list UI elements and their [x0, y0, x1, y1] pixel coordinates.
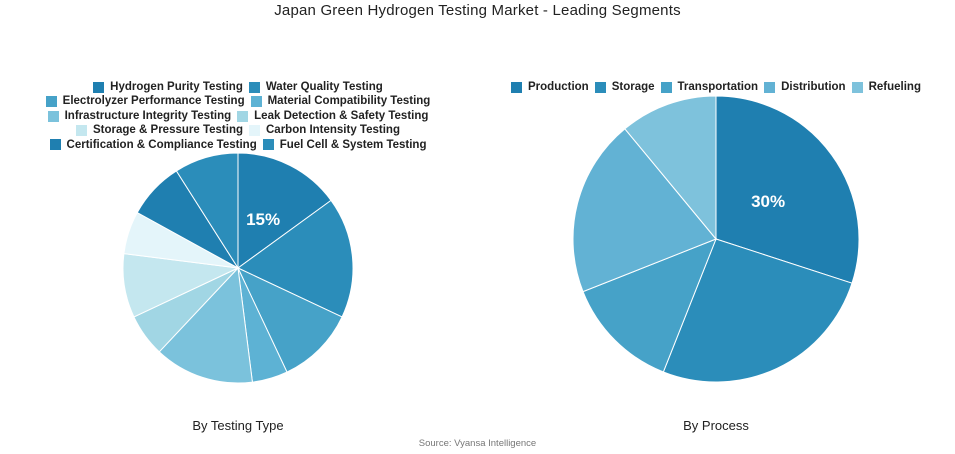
legend-swatch [237, 110, 249, 122]
legend-label: Fuel Cell & System Testing [279, 138, 427, 151]
legend-item-electrolyzer-performance-testing: Electrolyzer Performance Testing [45, 94, 245, 108]
data-label-process-production: 30% [751, 192, 785, 211]
pie-slice-process-distribution [572, 128, 717, 293]
legend-label: Material Compatibility Testing [267, 95, 431, 108]
legend-item-distribution: Distribution [764, 80, 846, 94]
legend-label: Water Quality Testing [265, 81, 383, 93]
legend-swatch [764, 81, 776, 93]
legend-item-storage-and-pressure-testing: Storage & Pressure Testing [76, 123, 243, 137]
legend-label: Leak Detection & Safety Testing [254, 109, 429, 122]
legend-swatch [851, 81, 863, 93]
legend-item-hydrogen-purity-testing: Hydrogen Purity Testing [93, 80, 243, 94]
legend-process: Production Storage Transportation Distribut… [505, 80, 927, 94]
caption-process: By Process [683, 418, 749, 433]
pie-slice-testing-type-electrolyzer-performance-testing [236, 266, 343, 373]
legend-item-carbon-intensity-testing: Carbon Intensity Testing [249, 123, 400, 137]
pie-slice-process-transportation [582, 238, 717, 373]
legend-swatch [76, 124, 88, 136]
legend-swatch [45, 96, 57, 108]
pie-slice-testing-type-water-quality-testing [237, 199, 354, 318]
legend-swatch [93, 81, 105, 93]
chart-title: Japan Green Hydrogen Testing Market - Le… [274, 2, 681, 19]
legend-label: Storage & Pressure Testing [93, 124, 243, 137]
pie-slice-testing-type-hydrogen-purity-testing [237, 152, 332, 269]
legend-item-fuel-cell-and-system-testing: Fuel Cell & System Testing [262, 138, 427, 152]
legend-swatch [511, 81, 523, 93]
legend-item-water-quality-testing: Water Quality Testing [248, 80, 383, 94]
pie-slice-process-storage [662, 238, 853, 383]
legend-swatch [47, 110, 59, 122]
legend-label: Storage [611, 81, 655, 93]
caption-testing-type: By Testing Type [192, 418, 284, 433]
legend-label: Certification & Compliance Testing [66, 138, 257, 151]
data-label-testing-type-hydrogen-purity-testing: 15% [246, 210, 280, 229]
legend-swatch [660, 81, 672, 93]
legend-label: Hydrogen Purity Testing [110, 81, 243, 93]
legend-item-storage: Storage [594, 80, 655, 94]
legend-item-transportation: Transportation [660, 80, 759, 94]
pie-slice-process-refueling [624, 95, 717, 241]
legend-swatch [248, 81, 260, 93]
pie-slice-testing-type-infrastructure-integrity-testing [158, 266, 253, 384]
legend-item-material-compatibility-testing: Material Compatibility Testing [250, 94, 431, 108]
legend-swatch [250, 96, 262, 108]
legend-testing-type: Hydrogen Purity Testing Water Quality Tes… [40, 80, 436, 152]
legend-item-refueling: Refueling [851, 80, 921, 94]
pie-slice-process-production [715, 95, 860, 284]
legend-item-production: Production [511, 80, 589, 94]
legend-swatch [262, 139, 274, 151]
legend-label: Electrolyzer Performance Testing [62, 95, 245, 108]
legend-label: Distribution [781, 81, 846, 93]
legend-label: Transportation [677, 81, 759, 93]
source-note: Source: Vyansa Intelligence [418, 438, 537, 449]
legend-label: Production [528, 81, 589, 93]
legend-swatch [49, 139, 61, 151]
legend-item-certification-and-compliance-testing: Certification & Compliance Testing [49, 138, 257, 152]
legend-swatch [249, 124, 260, 136]
legend-item-infrastructure-integrity-testing: Infrastructure Integrity Testing [47, 109, 232, 123]
legend-label: Refueling [868, 81, 921, 93]
legend-item-leak-detection-and-safety-testing: Leak Detection & Safety Testing [237, 109, 428, 123]
pie-slice-testing-type-fuel-cell-and-system-testing [175, 152, 239, 270]
legend-label: Infrastructure Integrity Testing [64, 109, 232, 122]
legend-swatch [594, 81, 606, 93]
legend-label: Carbon Intensity Testing [266, 124, 400, 137]
